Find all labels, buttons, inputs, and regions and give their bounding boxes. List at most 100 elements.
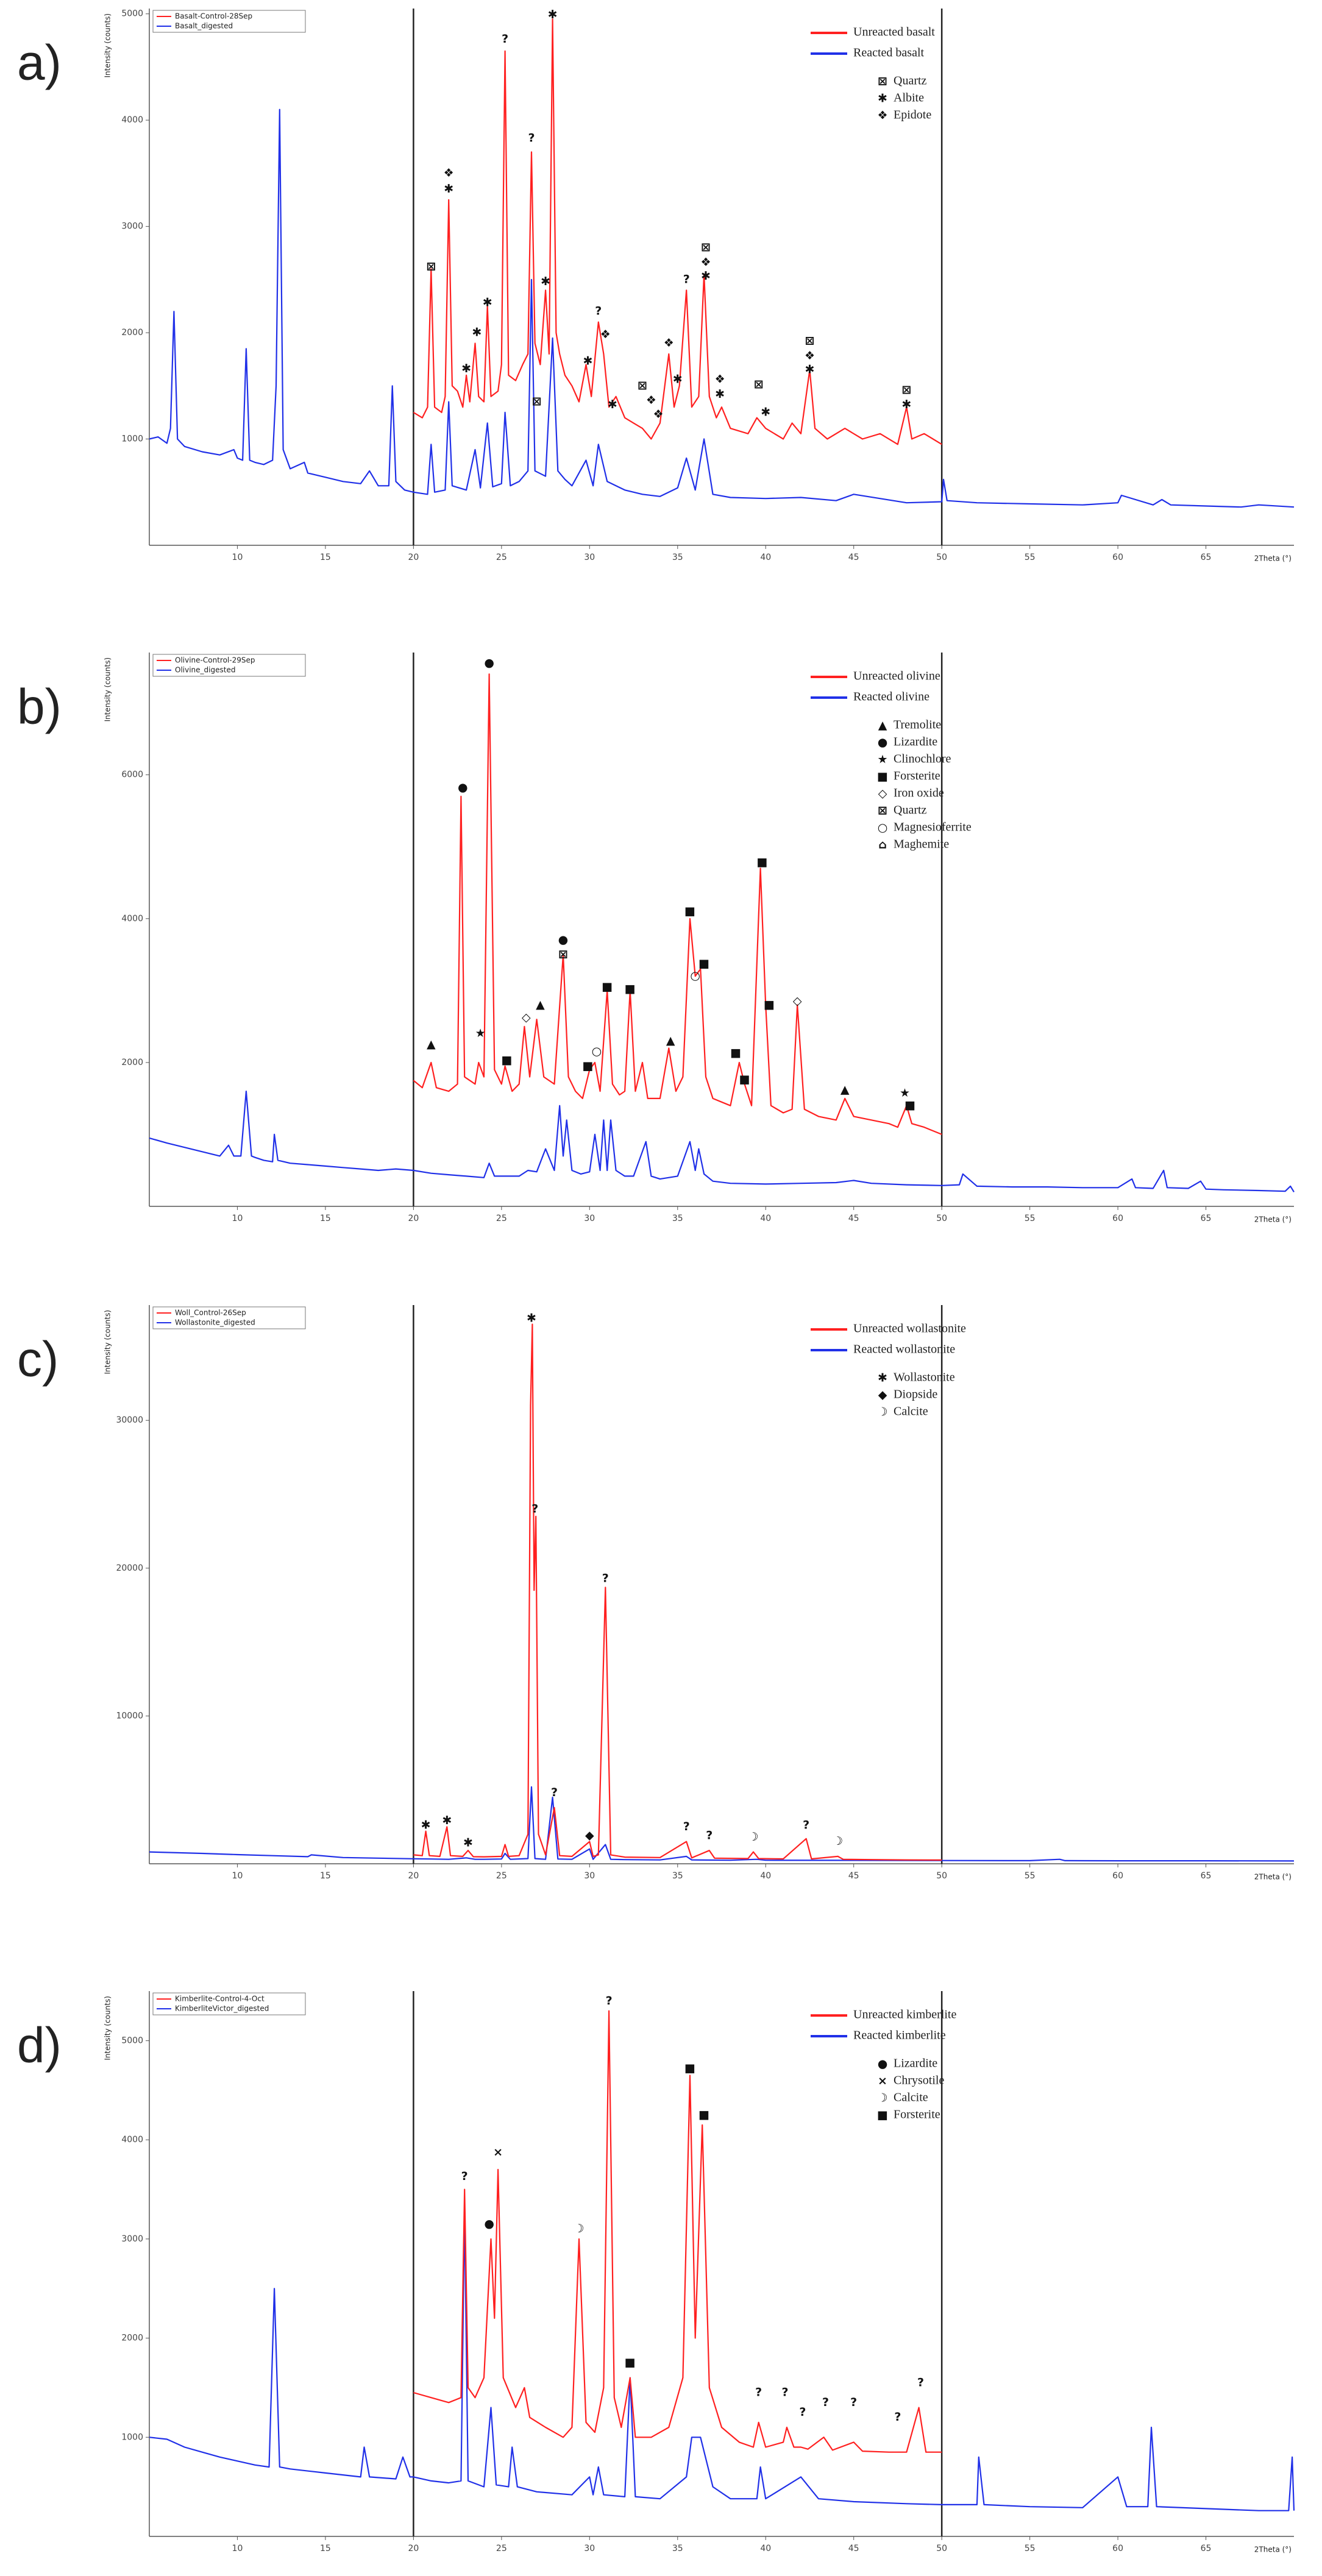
peak-label: ? xyxy=(602,1571,609,1585)
x-tick-label: 30 xyxy=(584,1214,595,1223)
x-tick-label: 45 xyxy=(848,1214,859,1223)
peak-label: ○ xyxy=(592,1045,602,1058)
x-tick-label: 15 xyxy=(320,553,331,562)
x-tick-label: 35 xyxy=(672,1871,683,1881)
x-tick-label: 55 xyxy=(1025,553,1036,562)
peak-label: ✱ xyxy=(715,387,725,401)
legend-label: Reacted wollastonite xyxy=(853,1343,955,1356)
peak-label: ■ xyxy=(625,2356,636,2369)
y-tick-label: 4000 xyxy=(121,2135,143,2145)
key-symbol: × xyxy=(878,2075,887,2088)
peak-label: ▲ xyxy=(427,1038,436,1051)
peak-label: ? xyxy=(799,2405,806,2419)
peak-label: ⊠ xyxy=(901,383,911,397)
peak-label: ? xyxy=(531,1502,538,1515)
x-tick-label: 20 xyxy=(408,1871,419,1881)
y-axis-title: Intensity (counts) xyxy=(104,1996,112,2061)
key-symbol: ✱ xyxy=(878,1371,887,1385)
x-tick-label: 60 xyxy=(1112,1214,1123,1223)
legend-label: Unreacted kimberlite xyxy=(853,2008,956,2022)
peak-label: ■ xyxy=(602,980,613,993)
y-tick-label: 4000 xyxy=(121,914,143,924)
legend-label: Olivine-Control-29Sep xyxy=(175,656,255,665)
peak-label: ☽ xyxy=(574,2222,584,2235)
key-label: Epidote xyxy=(894,108,931,122)
key-label: Albite xyxy=(894,91,924,105)
peak-label: ⊠ xyxy=(805,334,815,348)
x-tick-label: 45 xyxy=(848,1871,859,1881)
xrd-line xyxy=(149,108,1295,508)
peak-label: ❖ xyxy=(664,336,674,350)
x-tick-label: 15 xyxy=(320,2544,331,2553)
peak-label: ⊠ xyxy=(558,947,568,961)
key-label: Calcite xyxy=(894,2091,928,2104)
x-tick-label: 55 xyxy=(1025,1871,1036,1881)
xrd-line xyxy=(149,1786,1295,1862)
peak-label: ✱ xyxy=(442,1814,452,1827)
key-label: Maghemite xyxy=(894,838,949,851)
peak-label: ✱ xyxy=(463,1836,473,1850)
key-symbol: ◆ xyxy=(878,1389,887,1402)
x-tick-label: 30 xyxy=(584,553,595,562)
x-tick-label: 20 xyxy=(408,1214,419,1223)
y-tick-label: 2000 xyxy=(121,2334,143,2343)
peak-label: ? xyxy=(461,2170,468,2183)
x-axis-title: 2Theta (°) xyxy=(1254,554,1292,563)
y-tick-label: 10000 xyxy=(116,1711,143,1721)
peak-label: ■ xyxy=(698,957,709,971)
peak-label: × xyxy=(493,2146,503,2159)
y-tick-label: 20000 xyxy=(116,1563,143,1573)
xrd-line xyxy=(413,673,942,1135)
peak-label: ✱ xyxy=(583,355,592,368)
peak-label: ✱ xyxy=(805,363,815,377)
x-tick-label: 60 xyxy=(1112,1871,1123,1881)
peak-label: ☽ xyxy=(748,1830,758,1844)
y-tick-label: 1000 xyxy=(121,434,143,444)
legend-box xyxy=(152,1306,306,1329)
peak-label: ? xyxy=(606,1994,613,2008)
peak-label: ? xyxy=(803,1818,809,1831)
peak-label: ● xyxy=(484,656,494,670)
peak-label: ■ xyxy=(582,1059,593,1072)
peak-label: ▲ xyxy=(840,1083,850,1096)
peak-label: ❖ xyxy=(653,408,663,421)
xrd-line xyxy=(149,2208,1295,2511)
peak-label: ❖ xyxy=(444,166,454,180)
legend-label: Wollastonite_digested xyxy=(175,1318,255,1327)
x-tick-label: 50 xyxy=(936,1214,947,1223)
legend-label: Basalt-Control-28Sep xyxy=(175,12,252,21)
x-tick-label: 15 xyxy=(320,1871,331,1881)
x-tick-label: 25 xyxy=(496,553,507,562)
legend: Kimberlite-Control-4-Oct KimberliteVictor… xyxy=(152,1992,306,2015)
peak-label: ✱ xyxy=(527,1311,536,1325)
key-symbol: ⊠ xyxy=(878,804,887,818)
x-tick-label: 40 xyxy=(760,1871,771,1881)
peak-label: ? xyxy=(528,131,535,144)
key-symbol: ● xyxy=(878,2058,888,2071)
xrd-line xyxy=(413,18,942,445)
panel-label: c) xyxy=(17,1332,59,1387)
key-label: Iron oxide xyxy=(894,787,944,800)
x-tick-label: 10 xyxy=(232,1871,243,1881)
x-tick-label: 35 xyxy=(672,2544,683,2553)
key-label: Lizardite xyxy=(894,735,937,749)
legend-box xyxy=(152,654,306,677)
key-label: Clinochlore xyxy=(894,752,951,766)
key-symbol: ■ xyxy=(877,770,888,784)
x-tick-label: 15 xyxy=(320,1214,331,1223)
key-symbol: ■ xyxy=(877,2109,888,2122)
x-tick-label: 50 xyxy=(936,2544,947,2553)
legend-label: Unreacted olivine xyxy=(853,670,940,683)
peak-label: ✱ xyxy=(472,326,482,339)
key-label: Magnesioferrite xyxy=(894,821,972,834)
legend-box xyxy=(152,1992,306,2015)
x-tick-label: 50 xyxy=(936,1871,947,1881)
y-tick-label: 2000 xyxy=(121,328,143,338)
peak-label: ★ xyxy=(475,1027,486,1040)
legend-box xyxy=(152,10,306,33)
legend-label: Reacted olivine xyxy=(853,690,929,704)
peak-label: ☽ xyxy=(833,1835,843,1848)
legend-label: Unreacted basalt xyxy=(853,26,935,39)
key-symbol: ▲ xyxy=(878,719,887,732)
